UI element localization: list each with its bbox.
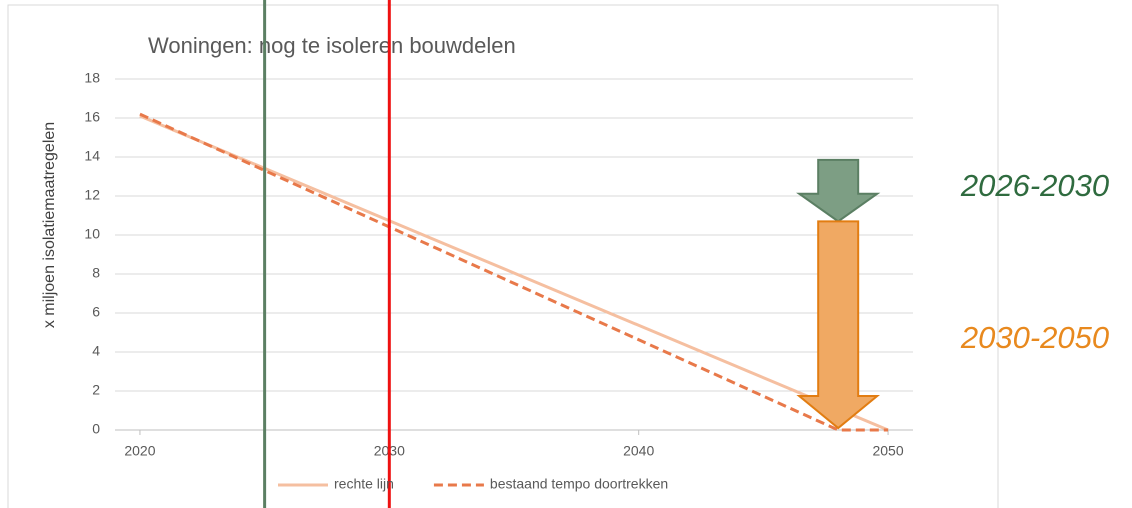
y-tick-label: 18 [84,70,100,86]
arrow [796,158,881,223]
annotation-label: 2026-2030 [960,168,1109,203]
legend-label: rechte lijn [334,476,394,492]
y-tick-label: 12 [84,187,100,203]
y-tick-label: 0 [92,421,100,437]
y-tick-label: 4 [92,343,100,359]
x-tick-label: 2020 [124,443,155,459]
arrow [796,220,880,430]
y-tick-label: 8 [92,265,100,281]
annotation-label: 2030-2050 [960,320,1109,355]
y-tick-label: 2 [92,382,100,398]
x-tick-label: 2040 [623,443,654,459]
x-tick-label: 2050 [872,443,903,459]
data-line [139,112,889,432]
y-axis-label: x miljoen isolatiemaatregelen [41,122,58,328]
y-tick-label: 6 [92,304,100,320]
y-tick-label: 14 [84,148,100,164]
y-tick-label: 10 [84,226,100,242]
chart-title: Woningen: nog te isoleren bouwdelen [148,33,516,58]
legend-label: bestaand tempo doortrekken [490,476,668,492]
y-tick-label: 16 [84,109,100,125]
